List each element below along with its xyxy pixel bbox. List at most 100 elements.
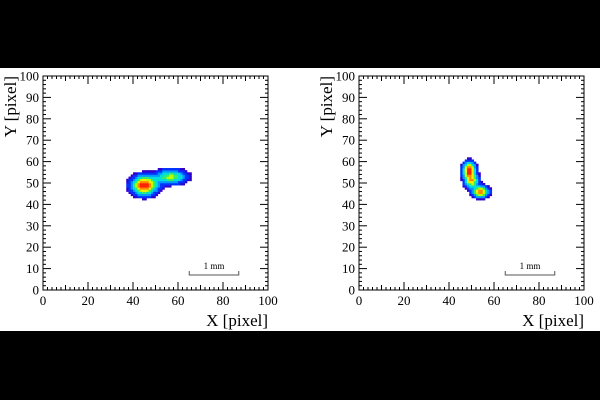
right-y-tick-label: 60 [342,154,355,169]
left-hitmap-cell [146,191,150,194]
left-x-tick-label: 20 [82,293,95,308]
right-hitmap-cell [478,183,481,186]
left-hitmap-cell [184,174,188,177]
right-hitmap-cell [464,165,468,169]
left-hitmap-cell [139,189,143,192]
left-scale-bar-line [188,271,240,276]
left-hitmap-cell [160,189,163,192]
left-hitmap-cell [135,187,138,190]
left-hitmap-cell [171,180,174,184]
right-hitmap-cell [471,170,475,173]
left-hitmap-cell [139,174,143,177]
left-hitmap-cell [133,178,136,182]
left-hitmap-cell [175,176,179,180]
left-hitmap-cell [142,180,145,184]
right-hitmap-cell [469,180,472,184]
right-hitmap-cell [464,180,468,184]
left-hitmap-cell [144,176,147,180]
left-hitmap-cell [173,168,177,171]
left-hitmap-cell [139,185,143,188]
left-y-tick-label: 80 [26,111,39,126]
left-hitmap-cell [139,187,143,190]
left-hitmap-cell [164,172,168,175]
left-hitmap-cell [171,176,174,180]
right-hitmap-cell [471,183,475,186]
left-hitmap-cell [146,195,150,199]
left-hitmap-cell [144,180,147,184]
left-y-tick-label: 90 [26,90,39,105]
right-hitmap-cell [485,195,488,199]
left-hitmap-cell [173,180,177,184]
right-hitmap-cell [460,165,463,169]
left-hitmap-cell [139,191,143,194]
left-hitmap-cell [157,176,161,180]
left-hitmap-cell [189,174,192,177]
left-y-axis-title: Y [pixel] [1,76,20,137]
left-hitmap-cell [130,174,134,177]
left-hitmap-cell [171,170,174,173]
right-hitmap-cell [460,174,463,177]
right-x-tick-label: 0 [356,293,363,308]
left-hitmap-cell [182,174,186,177]
right-hitmap-cell [487,193,490,197]
left-hitmap-cell [180,174,183,177]
left-hitmap-cell [157,183,161,186]
right-hitmap-cell [467,157,470,160]
right-hitmap-cell [476,185,479,188]
right-hitmap-cell [471,161,475,165]
right-hitmap-cell [471,191,475,194]
left-hitmap-cell [137,178,141,182]
left-hitmap-cell [144,183,147,186]
right-hitmap-cell [469,163,472,167]
left-hitmap-cell [162,170,165,173]
right-hitmap-cell [478,178,481,182]
right-hitmap-cell [473,174,477,177]
left-hitmap-cell [153,193,156,197]
right-hitmap-cell [485,185,488,188]
left-hitmap-cell [133,183,136,186]
left-hitmap-cell [155,180,159,184]
left-hitmap-cell [133,174,136,177]
right-hitmap-cell [473,191,477,194]
left-hitmap-cell [162,187,165,190]
right-hitmap-cell [489,193,493,197]
left-hitmap-cell [146,178,150,182]
left-hitmap-cell [175,180,179,184]
right-hitmap-cell [478,193,481,197]
right-scale-bar-line [504,271,556,276]
right-hitmap-cell [476,189,479,192]
right-hitmap-cell [480,185,484,188]
left-hitmap-cell [130,183,134,186]
left-hitmap-cell [148,183,152,186]
right-hitmap-cell [464,161,468,165]
right-hitmap-cell [469,178,472,182]
right-hitmap-cell [485,191,488,194]
left-hitmap-cell [126,183,129,186]
left-hitmap-cell [153,191,156,194]
left-hitmap-cell [135,183,138,186]
left-y-tick-label: 50 [26,176,39,191]
left-hitmap-cell [160,168,163,171]
left-hitmap-cell [133,185,136,188]
left-hitmap-cell [130,185,134,188]
left-hitmap-cell [166,176,170,180]
left-hitmap-cell [151,189,154,192]
left-hitmap-cell [142,176,145,180]
left-hitmap-cell [151,183,154,186]
left-hitmap-cell [139,180,143,184]
left-hitmap-cell [137,187,141,190]
left-hitmap-cell [146,193,150,197]
right-hitmap-cell [460,170,463,173]
left-hitmap-cell [135,180,138,184]
left-hitmap-cell [182,178,186,182]
right-hitmap-cell [476,193,479,197]
right-hitmap-cell [471,189,475,192]
left-hitmap-cell [173,176,177,180]
right-hitmap-cell [471,172,475,175]
right-hitmap-cell [467,180,470,184]
right-hitmap-cell [464,174,468,177]
left-hitmap-cell [148,172,152,175]
right-scale-bar [504,271,556,276]
left-hitmap-cell [130,191,134,194]
